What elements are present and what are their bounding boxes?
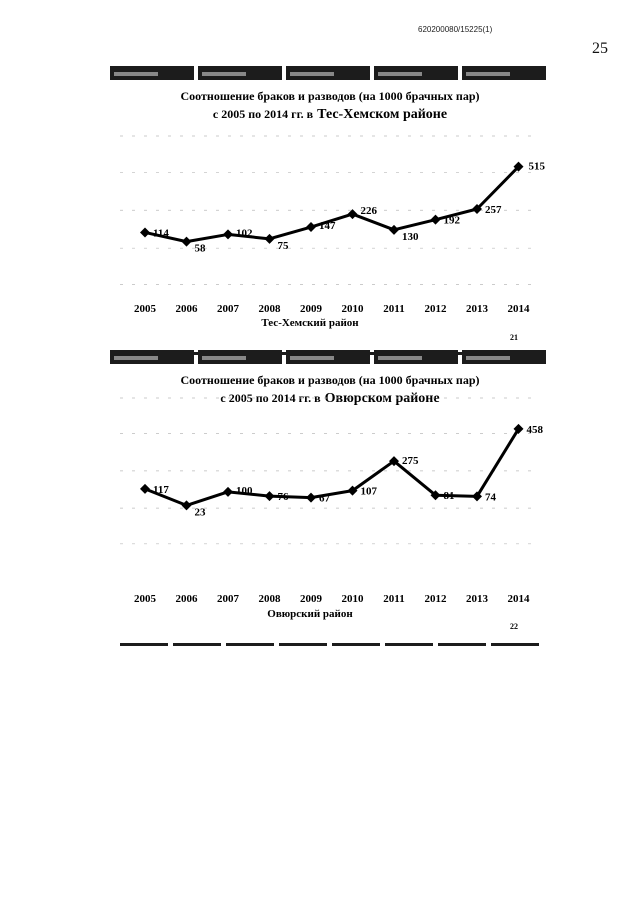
data-point-marker: [430, 490, 441, 501]
x-tick-label: 2007: [217, 593, 240, 605]
footer-rule: [332, 643, 380, 646]
data-label: 74: [485, 491, 497, 503]
data-point-marker: [306, 222, 316, 233]
header-bar-highlight: [290, 72, 334, 76]
x-tick-label: 2010: [342, 593, 365, 605]
data-label: 147: [319, 220, 336, 232]
chart-title-line1: Соотношение браков и разводов (на 1000 б…: [181, 373, 480, 387]
x-tick-label: 2014: [508, 303, 531, 315]
header-bar-highlight: [466, 72, 510, 76]
x-tick-label: 2013: [466, 303, 489, 315]
data-point-marker: [181, 236, 192, 247]
data-point-marker: [181, 500, 192, 511]
x-tick-label: 2009: [300, 593, 323, 605]
data-point-marker: [264, 233, 275, 244]
data-point-marker: [389, 456, 399, 467]
x-tick-label: 2013: [466, 593, 489, 605]
data-label: 226: [361, 205, 378, 217]
data-label: 75: [278, 240, 290, 252]
footer-rule: [173, 352, 221, 355]
x-tick-label: 2005: [134, 303, 157, 315]
footer-rule: [173, 643, 221, 646]
data-point-marker: [347, 209, 358, 220]
x-tick-label: 2012: [425, 593, 448, 605]
data-point-marker: [513, 423, 524, 434]
data-point-marker: [472, 203, 482, 214]
header-bar-highlight: [378, 72, 422, 76]
header-bar-highlight: [290, 356, 334, 360]
data-point-marker: [223, 486, 233, 497]
header-bar-highlight: [114, 72, 158, 76]
data-label: 81: [444, 490, 455, 502]
chart-title-place: Овюрском районе: [325, 391, 440, 406]
header-bar-highlight: [466, 356, 510, 360]
x-tick-label: 2008: [259, 593, 282, 605]
footer-rule: [226, 643, 274, 646]
chart-svg: Соотношение браков и разводов (на 1000 б…: [110, 350, 546, 646]
data-label: 100: [236, 485, 253, 497]
data-label: 58: [195, 243, 207, 255]
data-point-marker: [264, 491, 275, 502]
data-label: 257: [485, 204, 502, 216]
document-id: 620200080/15225(1): [418, 25, 493, 34]
chart-ovyur: Соотношение браков и разводов (на 1000 б…: [110, 350, 550, 652]
data-point-marker: [140, 227, 150, 238]
footer-rule: [120, 643, 168, 646]
chart-tes-khem: Соотношение браков и разводов (на 1000 б…: [110, 66, 550, 358]
data-label: 76: [278, 491, 290, 503]
figure-number: 22: [510, 622, 518, 631]
data-label: 67: [319, 493, 331, 505]
data-point-marker: [472, 491, 482, 502]
footer-rule: [279, 643, 327, 646]
data-label: 192: [444, 215, 461, 227]
data-point-marker: [513, 161, 524, 172]
chart-title-place: Тес-Хемском районе: [317, 107, 447, 122]
data-point-marker: [430, 214, 441, 225]
series-line: [144, 165, 520, 244]
header-bar-highlight: [202, 356, 246, 360]
chart-title-line2: с 2005 по 2014 гг. в Тес-Хемском районе: [213, 107, 447, 122]
x-tick-label: 2006: [176, 303, 199, 315]
x-tick-label: 2005: [134, 593, 157, 605]
data-point-marker: [223, 229, 233, 240]
data-label: 117: [153, 484, 169, 496]
data-point-marker: [389, 224, 399, 235]
x-tick-label: 2008: [259, 303, 282, 315]
data-label: 458: [527, 424, 544, 436]
chart-title-line1: Соотношение браков и разводов (на 1000 б…: [181, 89, 480, 103]
x-tick-label: 2006: [176, 593, 199, 605]
chart-title-prefix: с 2005 по 2014 гг. в: [213, 107, 314, 121]
chart-title-line2: с 2005 по 2014 гг. в Овюрском районе: [220, 391, 439, 406]
x-axis-label: Овюрский район: [267, 608, 353, 620]
x-tick-label: 2011: [383, 303, 404, 315]
data-label: 102: [236, 227, 253, 239]
x-axis-label: Тес-Хемский район: [261, 317, 359, 329]
data-label: 114: [153, 227, 169, 239]
data-label: 275: [402, 455, 419, 467]
x-tick-label: 2011: [383, 593, 404, 605]
x-tick-label: 2014: [508, 593, 531, 605]
series-line: [144, 428, 520, 507]
footer-rule: [385, 643, 433, 646]
data-label: 515: [529, 161, 546, 173]
chart-title-prefix: с 2005 по 2014 гг. в: [220, 391, 321, 405]
page-number: 25: [592, 40, 608, 57]
data-point-marker: [306, 492, 316, 503]
data-point-marker: [347, 485, 358, 496]
header-bar-highlight: [114, 356, 158, 360]
footer-rule: [438, 643, 486, 646]
chart-svg: Соотношение браков и разводов (на 1000 б…: [110, 66, 546, 355]
data-label: 107: [361, 486, 378, 498]
footer-rule: [491, 643, 539, 646]
data-label: 23: [195, 506, 207, 518]
header-bar-highlight: [378, 356, 422, 360]
data-label: 130: [402, 231, 419, 243]
figure-number: 21: [510, 333, 518, 342]
x-tick-label: 2012: [425, 303, 448, 315]
x-tick-label: 2009: [300, 303, 323, 315]
x-tick-label: 2010: [342, 303, 365, 315]
header-bar-highlight: [202, 72, 246, 76]
x-tick-label: 2007: [217, 303, 240, 315]
data-point-marker: [140, 483, 150, 494]
